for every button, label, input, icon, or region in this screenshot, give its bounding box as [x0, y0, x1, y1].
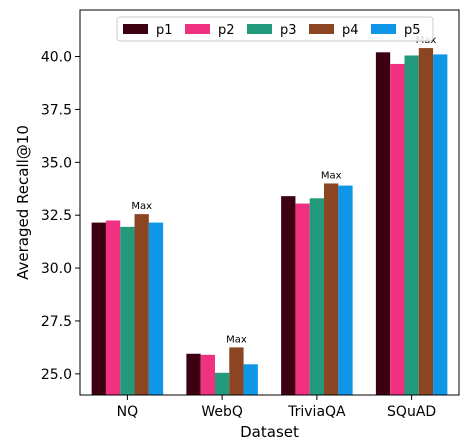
legend-label-p4: p4	[342, 23, 359, 38]
y-tick-label: 35.0	[41, 155, 72, 171]
bar-p5-NQ	[148, 222, 164, 395]
bar-p2-TriviaQA	[295, 203, 310, 395]
y-tick-label: 40.0	[41, 50, 72, 66]
legend-box	[116, 16, 434, 42]
y-tick-label: 27.5	[41, 314, 72, 330]
bar-p3-NQ	[120, 226, 135, 395]
y-tick-label: 37.5	[41, 102, 72, 118]
legend-label-p2: p2	[218, 23, 235, 38]
x-tick-label: SQuAD	[387, 404, 436, 420]
legend-label-p3: p3	[280, 23, 297, 38]
legend: p1 p2 p3 p4 p5	[116, 16, 434, 42]
y-tick-label: 30.0	[41, 261, 72, 277]
y-axis-label: Averaged Recall@10	[14, 125, 32, 280]
bars-layer	[91, 48, 448, 396]
bar-p4-NQ	[134, 214, 149, 395]
bar-p3-TriviaQA	[309, 198, 325, 395]
y-tick-label: 25.0	[41, 367, 72, 383]
legend-swatch-p4	[309, 24, 334, 34]
bar-p1-SQuAD	[375, 52, 391, 396]
y-axis: 25.0 27.5 30.0 32.5 35.0 37.5 40.0	[41, 50, 80, 383]
bar-p1-TriviaQA	[281, 196, 296, 395]
legend-label-p1: p1	[156, 23, 173, 38]
bar-p5-TriviaQA	[338, 185, 353, 395]
x-tick-label: NQ	[117, 404, 139, 420]
bar-p2-WebQ	[200, 354, 215, 395]
bar-p4-WebQ	[229, 347, 244, 395]
bar-p1-WebQ	[186, 353, 201, 395]
x-axis: NQ WebQ TriviaQA SQuAD	[117, 395, 436, 420]
x-tick-label: WebQ	[201, 404, 243, 420]
y-tick-label: 32.5	[41, 208, 72, 224]
bar-p1-NQ	[91, 222, 106, 395]
legend-swatch-p5	[371, 24, 396, 34]
max-annotation: Max	[226, 334, 247, 345]
bar-p2-SQuAD	[390, 63, 405, 395]
legend-swatch-p2	[185, 24, 210, 34]
plot-frame	[79, 9, 460, 396]
x-axis-label: Dataset	[240, 423, 299, 440]
max-annotation: Max	[131, 201, 152, 212]
bar-p3-WebQ	[214, 372, 230, 395]
max-annotation: Max	[321, 170, 342, 181]
bar-p3-SQuAD	[404, 55, 419, 395]
bar-p5-WebQ	[243, 364, 258, 395]
bar-p5-SQuAD	[433, 54, 448, 396]
legend-swatch-p1	[123, 24, 148, 34]
bar-p4-TriviaQA	[324, 183, 339, 395]
bar-p4-SQuAD	[418, 48, 434, 395]
legend-label-p5: p5	[404, 23, 421, 38]
legend-swatch-p3	[247, 24, 272, 34]
bar-p2-NQ	[105, 220, 121, 395]
x-tick-label: TriviaQA	[287, 404, 346, 420]
